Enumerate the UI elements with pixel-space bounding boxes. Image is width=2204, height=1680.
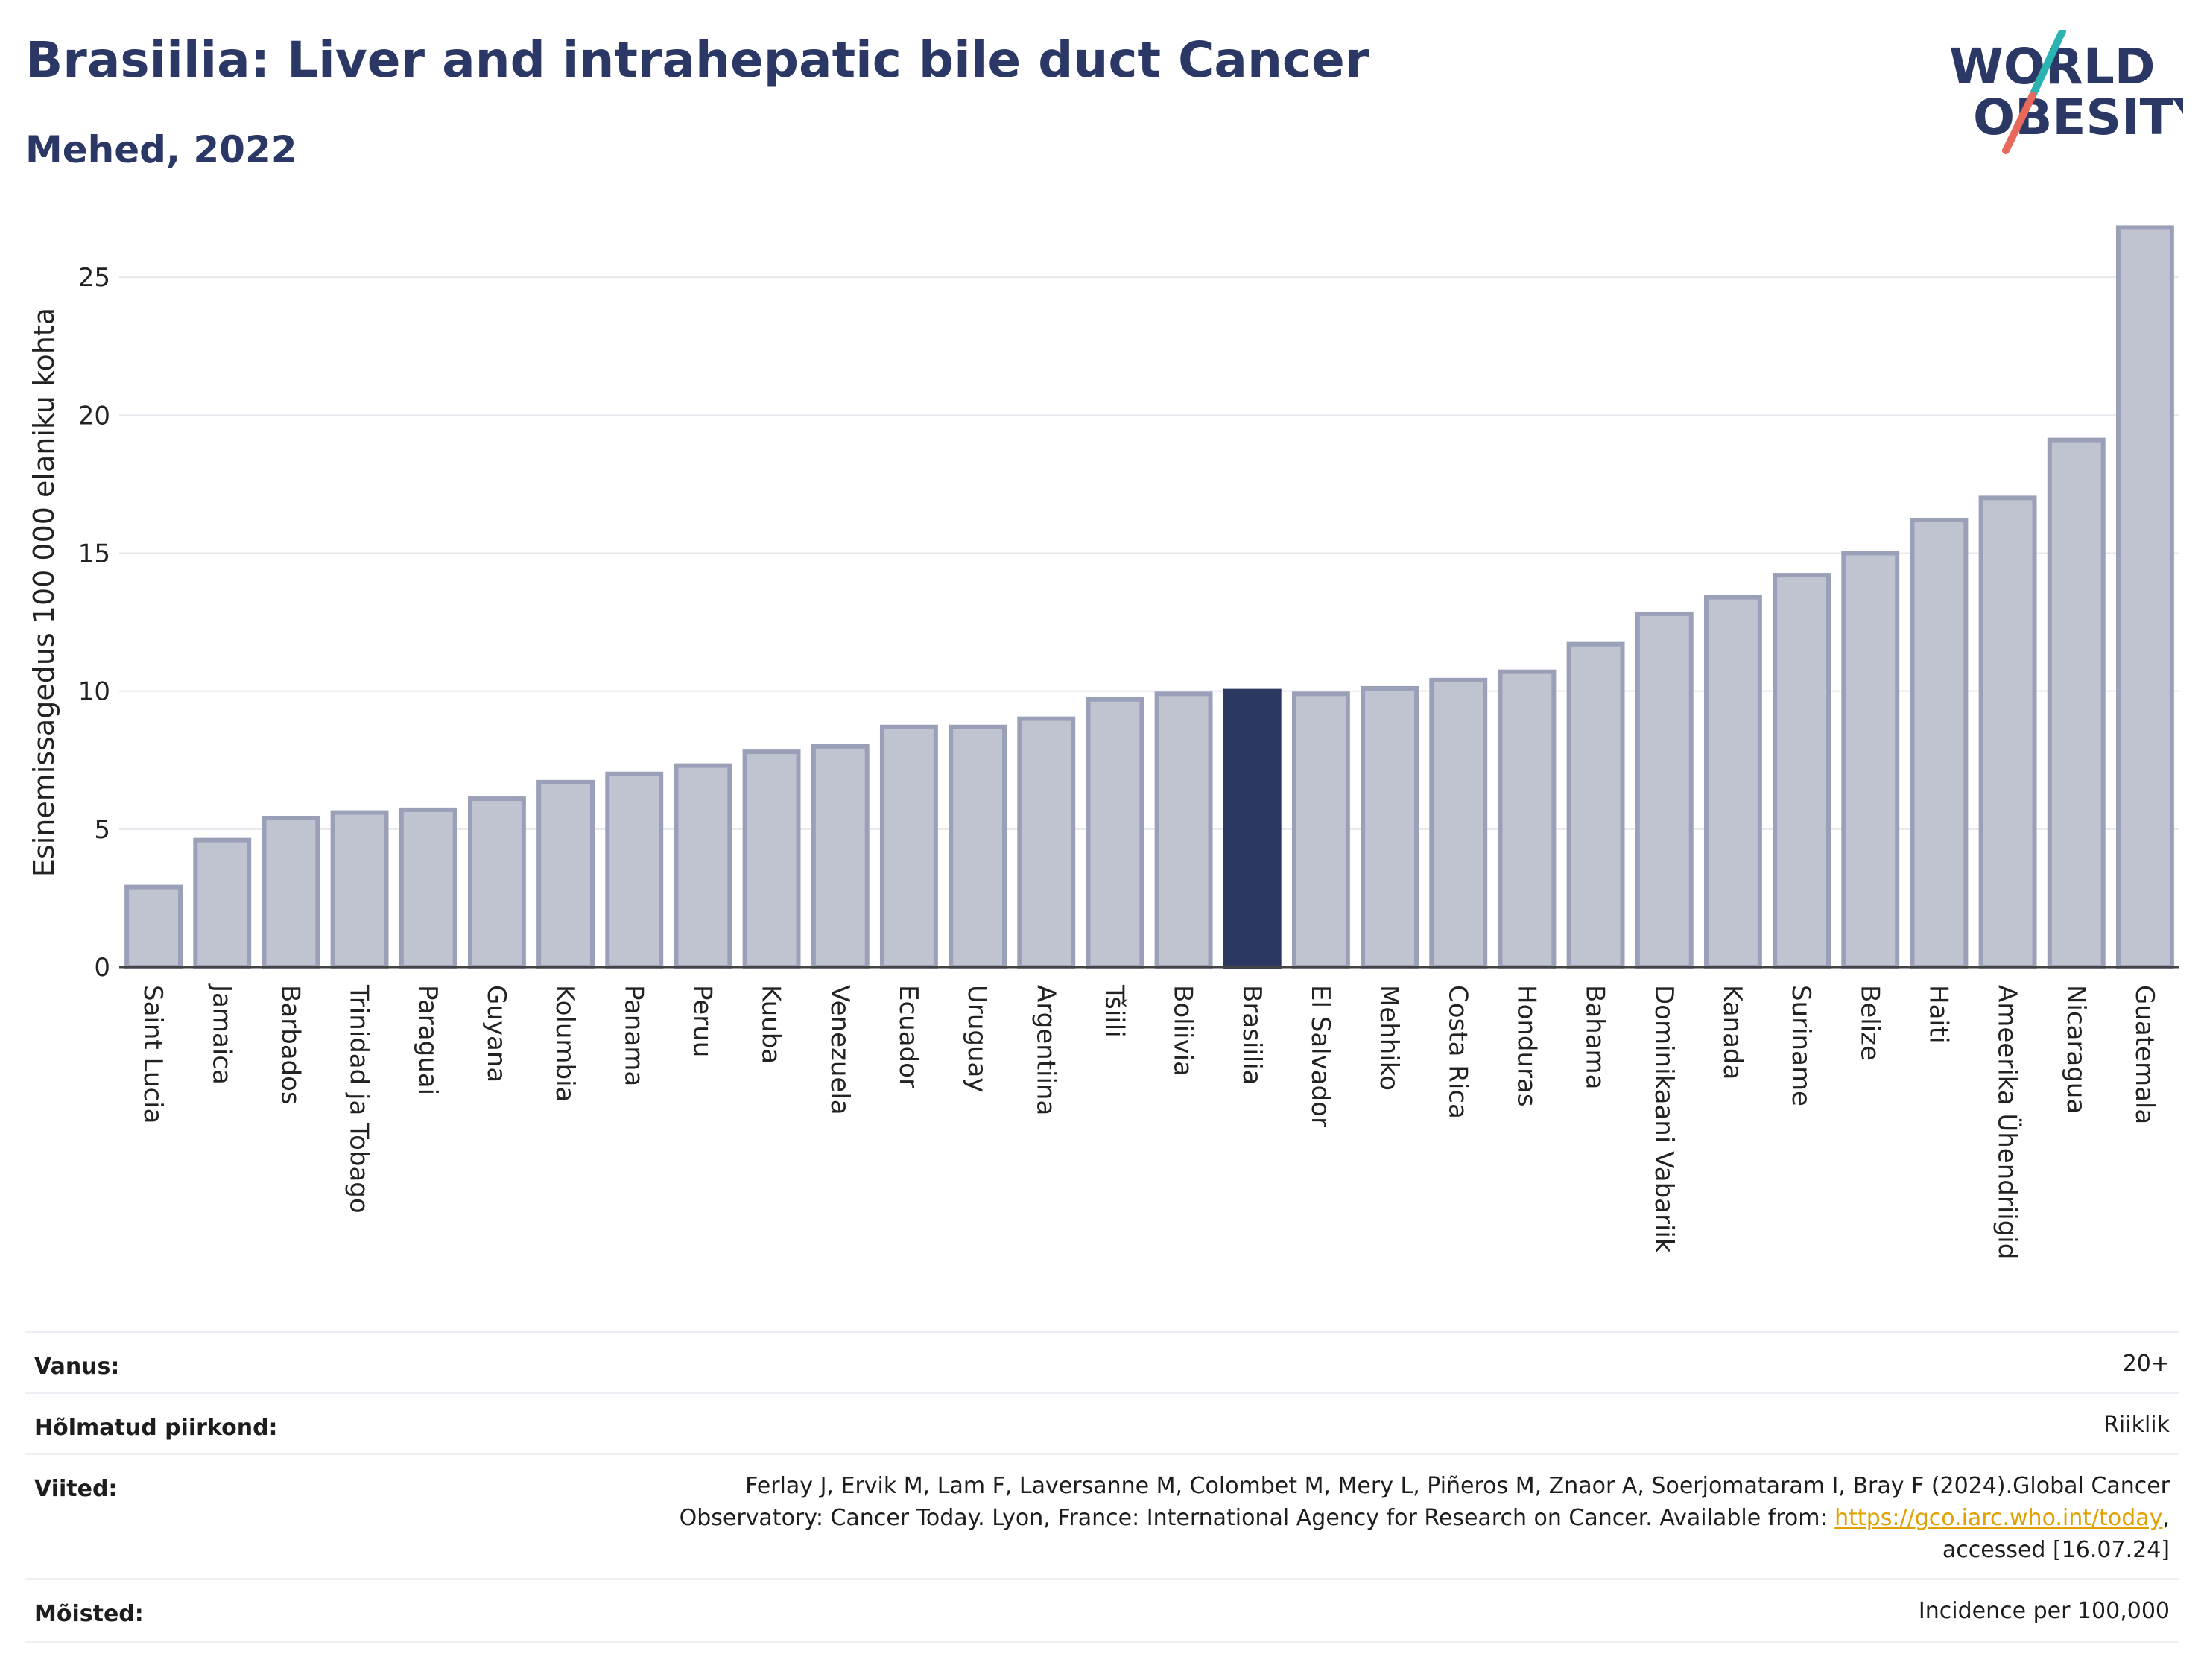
meta-row-references: Viited: Ferlay J, Ervik M, Lam F, Lavers… (25, 1453, 2179, 1580)
region-value: Riiklik (2103, 1412, 2170, 1438)
references-line-2-text: Observatory: Cancer Today. Lyon, France:… (679, 1505, 1835, 1531)
age-label: Vanus: (34, 1354, 120, 1380)
y-axis-ticks: 0 5 10 15 20 25 (78, 263, 110, 983)
definitions-value: Incidence per 100,000 (1918, 1598, 2170, 1624)
bar-mehhiko (1361, 685, 1419, 969)
bar-peruu (674, 763, 732, 969)
page-subtitle: Mehed, 2022 (25, 128, 297, 171)
x-category-label: Nicaragua (2061, 985, 2091, 1114)
x-category-label: Brasiilia (1237, 985, 1267, 1085)
x-category-label: Panama (618, 985, 648, 1086)
x-category-label: Barbados (275, 985, 305, 1105)
bar-barbados (262, 816, 320, 969)
x-category-label: Ecuador (893, 985, 923, 1088)
x-category-label: Saint Lucia (138, 985, 168, 1123)
bar-kanada (1703, 595, 1762, 969)
references-line-2: Observatory: Cancer Today. Lyon, France:… (680, 1502, 2170, 1534)
bar-guatemala (2115, 225, 2174, 969)
meta-row-region: Hõlmatud piirkond: Riiklik (25, 1392, 2179, 1455)
x-category-label: Kanada (1717, 985, 1747, 1080)
bar-trinidad-ja-tobago (330, 810, 389, 970)
references-label: Viited: (34, 1476, 118, 1502)
bar-boliivia (1154, 691, 1213, 969)
x-category-label: Venezuela (825, 985, 855, 1115)
x-category-label: Argentiina (1030, 985, 1060, 1115)
x-category-label: Costa Rica (1443, 985, 1472, 1119)
bar-paraguai (399, 807, 457, 970)
references-line-1: Ferlay J, Ervik M, Lam F, Laversanne M, … (745, 1473, 2170, 1499)
bar-honduras (1498, 669, 1557, 969)
x-category-label: Belize (1855, 985, 1884, 1061)
bar-t-iili (1086, 697, 1144, 969)
bar-kuuba (742, 749, 801, 969)
definitions-label: Mõisted: (34, 1601, 144, 1627)
bar-bahama (1566, 641, 1625, 970)
bar-venezuela (811, 744, 870, 969)
bar-kolumbia (536, 779, 595, 969)
y-axis-label: Esinemissagedus 100 000 elaniku kohta (28, 308, 60, 877)
y-tick-label: 10 (78, 677, 110, 707)
bar-belize (1841, 551, 1900, 969)
bar-nicaragua (2047, 437, 2106, 969)
bar-ameerika-hendriigid (1978, 495, 2037, 969)
x-axis-categories: Saint Lucia Jamaica Barbados Trinidad ja To… (138, 983, 2159, 1259)
x-category-label: Paraguai (413, 985, 443, 1095)
x-category-label: Trinidad ja Tobago (344, 984, 374, 1214)
x-category-label: Guatemala (2129, 985, 2159, 1124)
bar-el-salvador (1291, 691, 1350, 969)
x-category-label: El Salvador (1305, 985, 1335, 1127)
x-category-label: Ameerika Ühendriigid (1992, 985, 2023, 1259)
logo-word-obesity: OBESITY (1973, 89, 2183, 146)
bar-suriname (1773, 573, 1831, 969)
y-tick-label: 15 (78, 539, 110, 568)
x-category-label: Tšiili (1099, 984, 1129, 1038)
references-line-2-end: , (2162, 1505, 2170, 1531)
y-tick-label: 25 (78, 263, 110, 293)
bar-costa-rica (1429, 677, 1488, 969)
x-category-label: Jamaica (206, 983, 236, 1085)
page-title: Brasiilia: Liver and intrahepatic bile d… (25, 31, 1369, 89)
bar-brasiilia (1223, 688, 1282, 969)
x-category-label: Honduras (1511, 985, 1541, 1107)
references-link[interactable]: https://gco.iarc.who.int/today (1834, 1505, 2163, 1531)
x-category-label: Bahama (1580, 985, 1610, 1090)
x-category-label: Mehhiko (1374, 985, 1404, 1091)
x-category-label: Kolumbia (550, 985, 580, 1102)
bar-panama (605, 771, 664, 969)
bar-argentiina (1017, 716, 1076, 970)
bar-jamaica (193, 837, 252, 970)
bar-guyana (467, 796, 526, 970)
world-obesity-logo: WORLD OBESITY (1949, 30, 2183, 154)
references-value: Ferlay J, Ervik M, Lam F, Laversanne M, … (680, 1470, 2170, 1566)
bars (119, 225, 2179, 970)
x-category-label: Dominikaani Vabariik (1649, 985, 1679, 1253)
bar-haiti (1910, 518, 1969, 969)
references-line-3: accessed [16.07.24] (1942, 1537, 2170, 1563)
age-value: 20+ (2122, 1351, 2170, 1377)
x-category-label: Kuuba (756, 985, 786, 1064)
meta-row-age: Vanus: 20+ (25, 1331, 2179, 1394)
x-category-label: Suriname (1786, 985, 1816, 1106)
bar-uruguay (949, 724, 1007, 969)
x-category-label: Boliivia (1168, 985, 1198, 1077)
bar-chart: 0 5 10 15 20 25 Saint Lucia Jamaica Barbados Tri… (28, 225, 2179, 1259)
bar-dominikaani-vabariik (1635, 611, 1694, 969)
region-label: Hõlmatud piirkond: (34, 1415, 278, 1441)
meta-row-definitions: Mõisted: Incidence per 100,000 (25, 1578, 2179, 1643)
x-category-label: Guyana (481, 985, 511, 1083)
bar-ecuador (879, 724, 938, 969)
bar-saint-lucia (124, 884, 183, 970)
x-category-label: Peruu (687, 985, 717, 1057)
y-tick-label: 5 (94, 815, 110, 845)
y-tick-label: 20 (78, 401, 110, 431)
x-category-label: Haiti (1923, 985, 1953, 1044)
x-category-label: Uruguay (962, 985, 992, 1093)
y-tick-label: 0 (94, 953, 110, 983)
